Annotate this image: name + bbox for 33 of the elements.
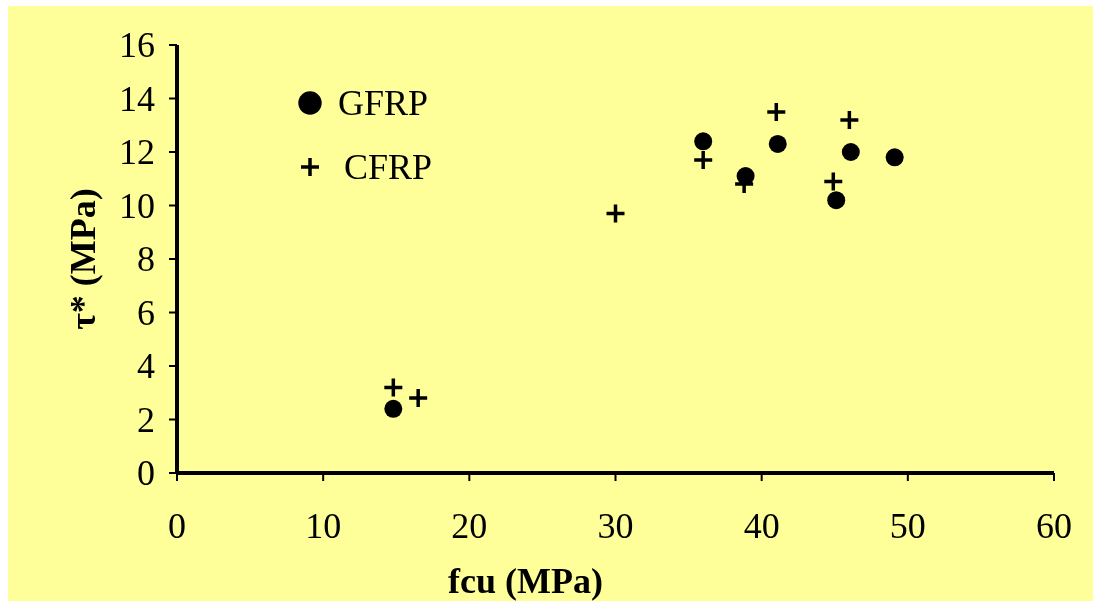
point: [692, 149, 714, 171]
x-axis-title: fcu (MPa): [448, 561, 603, 601]
y-tick-label: 12: [119, 132, 155, 172]
legend-label: CFRP: [344, 147, 433, 187]
point: [604, 202, 627, 225]
point: [382, 376, 405, 399]
x-tick-label: 30: [597, 506, 634, 546]
legend-label: GFRP: [338, 83, 429, 123]
point: [885, 148, 904, 167]
point: [407, 387, 429, 409]
x-tick-label: 40: [743, 506, 780, 546]
x-tick-label: 50: [889, 506, 926, 546]
point: [694, 132, 713, 151]
y-tick-label: 16: [119, 25, 155, 65]
point: [384, 399, 403, 418]
y-tick-label: 2: [137, 399, 155, 440]
y-tick-label: 10: [119, 185, 155, 226]
point: [822, 170, 845, 193]
x-tick-label: 20: [451, 506, 488, 546]
y-tick-label: 14: [119, 78, 155, 119]
point: [838, 109, 861, 131]
y-tick-label: 6: [137, 292, 155, 333]
y-axis-title: τ* (MPa): [63, 188, 103, 330]
x-tick-label: 0: [168, 506, 186, 546]
point: [768, 134, 787, 153]
point: [841, 143, 860, 161]
point: [765, 101, 788, 123]
y-tick-label: 8: [137, 239, 155, 279]
y-tick-label: 4: [137, 346, 155, 386]
y-tick-label: 0: [137, 453, 155, 493]
x-tick-label: 10: [305, 506, 342, 546]
x-tick-label: 60: [1036, 506, 1072, 546]
point: [827, 191, 846, 210]
